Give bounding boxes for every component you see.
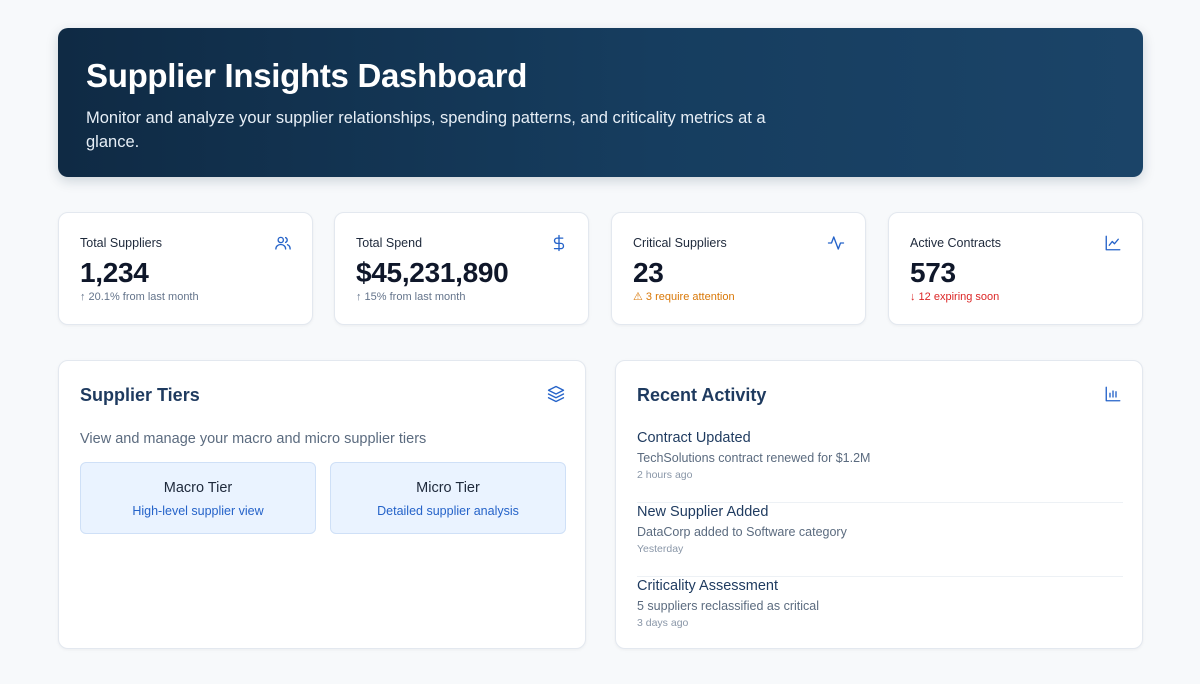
tier-title: Macro Tier [163, 480, 233, 496]
stat-note: ⚠ 3 require attention [633, 291, 735, 303]
stat-card-active-contracts: Active Contracts 573 ↓ 12 expiring soon [888, 212, 1143, 325]
page-subtitle: Monitor and analyze your supplier relati… [86, 109, 766, 151]
users-icon [274, 234, 292, 252]
tier-subtitle: High-level supplier view [132, 504, 264, 518]
activity-title: New Supplier Added [637, 504, 769, 520]
bar-chart-icon [1104, 385, 1122, 403]
stat-value: $45,231,890 [356, 257, 509, 288]
activity-time: 2 hours ago [637, 469, 693, 481]
stat-note: ↑ 20.1% from last month [80, 291, 199, 303]
stat-label: Active Contracts [910, 236, 1002, 250]
recent-activity-panel: Recent Activity Contract Updated TechSol… [615, 360, 1143, 649]
stat-value: 573 [910, 257, 956, 288]
hero-banner: Supplier Insights Dashboard Monitor and … [58, 28, 1143, 177]
micro-tier-button[interactable]: Micro Tier Detailed supplier analysis [330, 462, 566, 534]
activity-time: Yesterday [637, 543, 684, 555]
activity-item[interactable]: New Supplier Added DataCorp added to Sof… [637, 503, 1123, 577]
macro-tier-button[interactable]: Macro Tier High-level supplier view [80, 462, 316, 534]
activity-title: Contract Updated [637, 430, 751, 446]
stat-card-critical-suppliers: Critical Suppliers 23 ⚠ 3 require attent… [611, 212, 866, 325]
stat-value: 1,234 [80, 257, 149, 288]
activity-description: 5 suppliers reclassified as critical [637, 599, 820, 613]
stat-label: Total Spend [356, 236, 423, 250]
stat-card-total-suppliers: Total Suppliers 1,234 ↑ 20.1% from last … [58, 212, 313, 325]
page-title: Supplier Insights Dashboard [86, 57, 528, 94]
tier-subtitle: Detailed supplier analysis [377, 504, 519, 518]
panel-title: Supplier Tiers [80, 385, 200, 405]
stat-label: Total Suppliers [80, 236, 162, 250]
stat-label: Critical Suppliers [633, 236, 727, 250]
layers-icon [547, 385, 565, 403]
activity-item[interactable]: Criticality Assessment 5 suppliers recla… [637, 577, 1123, 651]
supplier-tiers-panel: Supplier Tiers View and manage your macr… [58, 360, 586, 649]
activity-description: TechSolutions contract renewed for $1.2M [637, 451, 871, 465]
dollar-icon [550, 234, 568, 252]
stat-note: ↓ 12 expiring soon [910, 291, 1000, 303]
activity-item[interactable]: Contract Updated TechSolutions contract … [637, 429, 1123, 503]
panel-title: Recent Activity [637, 385, 767, 405]
stat-card-total-spend: Total Spend $45,231,890 ↑ 15% from last … [334, 212, 589, 325]
panel-description: View and manage your macro and micro sup… [80, 431, 427, 447]
activity-description: DataCorp added to Software category [637, 525, 847, 539]
line-chart-icon [1104, 234, 1122, 252]
tier-title: Micro Tier [416, 480, 480, 496]
activity-icon [827, 234, 845, 252]
activity-title: Criticality Assessment [637, 578, 779, 594]
activity-time: 3 days ago [637, 617, 689, 629]
stat-note: ↑ 15% from last month [356, 291, 466, 303]
stat-value: 23 [633, 257, 664, 288]
